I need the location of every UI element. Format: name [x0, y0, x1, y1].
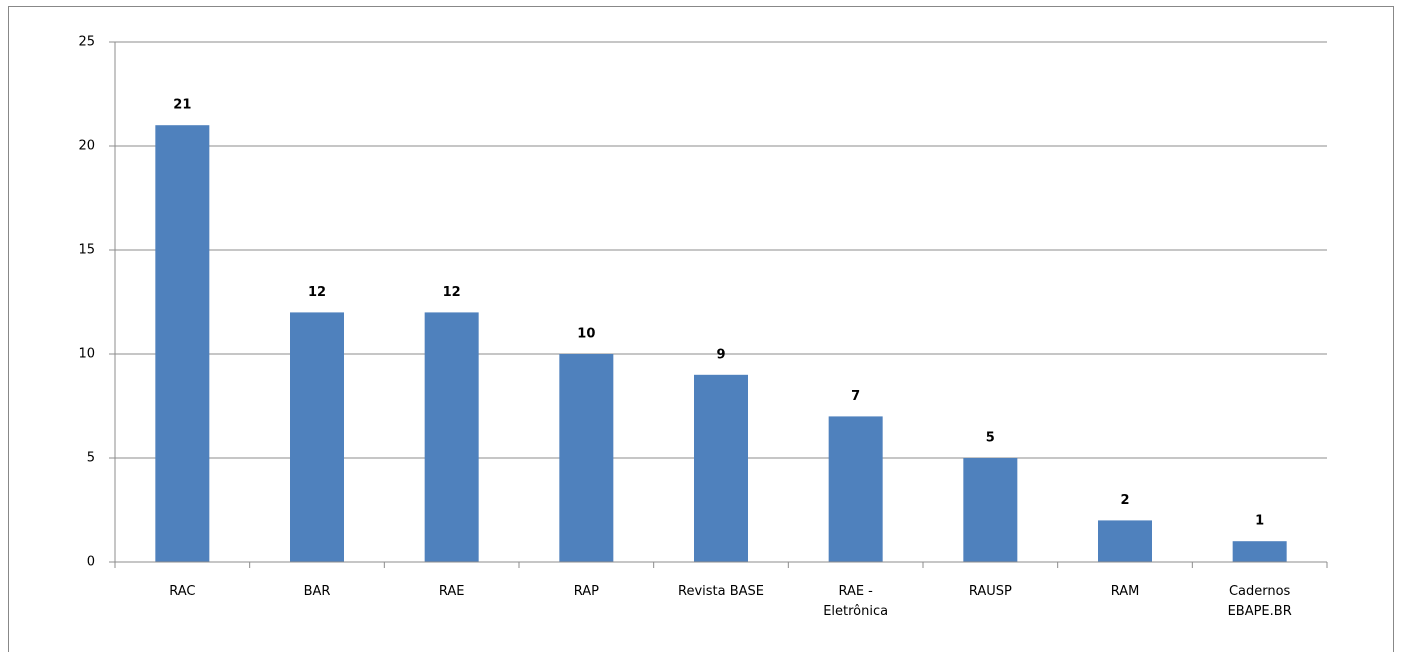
y-tick-label: 20: [78, 139, 95, 154]
y-tick-label: 25: [78, 35, 95, 50]
bar: [424, 312, 479, 562]
bar: [828, 416, 883, 562]
x-tick-label: RAC: [169, 584, 196, 599]
data-label: 2: [1120, 493, 1129, 508]
x-tick-label: RAP: [573, 584, 599, 599]
y-tick-label: 0: [87, 555, 95, 570]
y-tick-label: 5: [87, 451, 95, 466]
data-label: 12: [443, 285, 461, 300]
x-tick-label: RAM: [1110, 584, 1140, 599]
x-tick-label: RAE: [438, 584, 465, 599]
bar: [290, 312, 344, 562]
data-label: 12: [308, 285, 326, 300]
data-label: 7: [851, 389, 860, 404]
bar: [694, 374, 748, 562]
data-label: 1: [1255, 514, 1264, 529]
data-label: 10: [577, 327, 595, 342]
bar: [155, 125, 210, 562]
data-label: 21: [173, 98, 191, 113]
x-tick-label: RAE - Eletrônica: [823, 584, 889, 619]
data-label: 5: [986, 431, 995, 446]
x-tick-label: Revista BASE: [678, 584, 764, 599]
y-tick-label: 15: [78, 243, 95, 258]
bar: [1232, 541, 1287, 562]
bar: [559, 354, 614, 562]
data-label: 9: [716, 347, 725, 362]
x-tick-label: RAUSP: [968, 584, 1012, 599]
bar: [963, 458, 1018, 562]
x-tick-label: BAR: [303, 584, 331, 599]
y-tick-label: 10: [78, 347, 95, 362]
bar: [1098, 520, 1152, 562]
x-tick-label: Cadernos EBAPE.BR: [1227, 584, 1292, 619]
